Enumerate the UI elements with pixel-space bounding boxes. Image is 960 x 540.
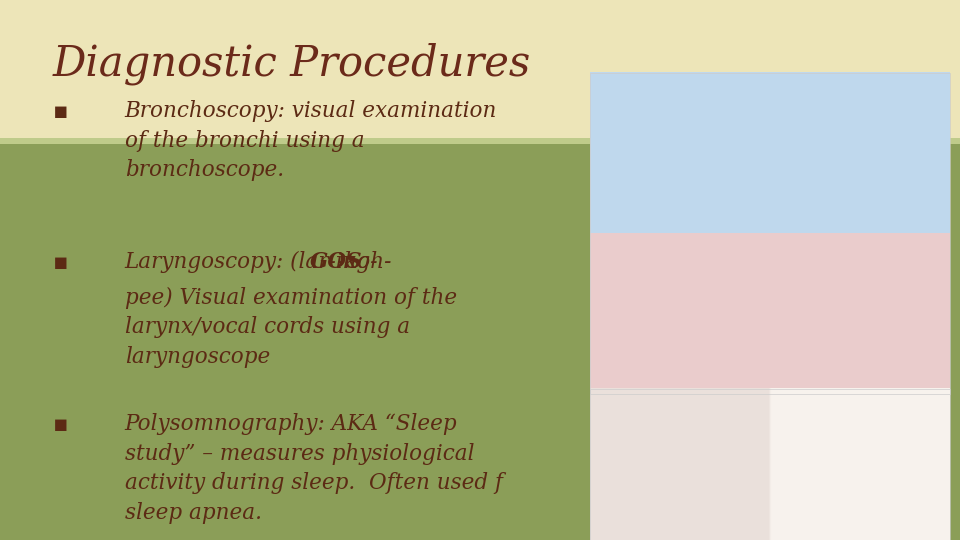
Text: -koh-: -koh-: [337, 251, 392, 273]
Bar: [0, 138, 960, 144]
Bar: [590, 389, 950, 540]
Text: ▪: ▪: [53, 413, 68, 436]
Text: GOS: GOS: [310, 251, 363, 273]
Bar: [0, 138, 960, 540]
Bar: [0, 0, 960, 138]
Text: Bronchoscopy: visual examination
of the bronchi using a
bronchoscope.: Bronchoscopy: visual examination of the …: [125, 100, 497, 181]
Text: ▪: ▪: [53, 251, 68, 274]
Text: Diagnostic Procedures: Diagnostic Procedures: [53, 42, 531, 85]
Text: pee) Visual examination of the
larynx/vocal cords using a
laryngoscope: pee) Visual examination of the larynx/vo…: [125, 287, 457, 368]
Text: Polysomnography: AKA “Sleep
study” – measures physiological
activity during slee: Polysomnography: AKA “Sleep study” – mea…: [125, 413, 503, 524]
Text: Laryngoscopy: (lar-ing-: Laryngoscopy: (lar-ing-: [125, 251, 378, 273]
Bar: [590, 73, 950, 394]
Text: ▪: ▪: [53, 100, 68, 123]
